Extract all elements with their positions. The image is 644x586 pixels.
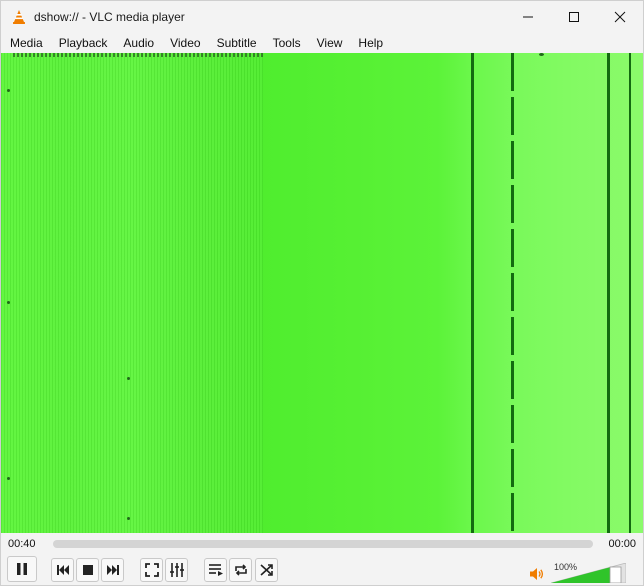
volume-slider[interactable] [551, 563, 626, 583]
video-artifact-speck [127, 517, 130, 520]
extended-settings-button[interactable] [165, 558, 188, 582]
video-artifact-line [629, 53, 631, 533]
menu-tools[interactable]: Tools [272, 35, 301, 50]
maximize-icon [569, 11, 579, 22]
video-artifact-speck [539, 53, 544, 56]
menu-audio[interactable]: Audio [123, 35, 155, 50]
menu-subtitle[interactable]: Subtitle [216, 35, 257, 50]
video-artifact-line [607, 53, 610, 533]
window-title: dshow:// - VLC media player [34, 9, 185, 24]
shuffle-button[interactable] [255, 558, 278, 582]
minimize-icon [523, 16, 533, 17]
close-button[interactable] [597, 1, 643, 32]
loop-button[interactable] [229, 558, 252, 582]
seek-slider[interactable] [53, 540, 593, 548]
volume-level [551, 567, 611, 583]
video-artifact-line [471, 53, 474, 533]
shuffle-icon [259, 564, 273, 576]
stop-icon [82, 565, 93, 575]
fullscreen-icon [144, 563, 159, 577]
video-artifact-speck [127, 377, 130, 380]
video-texture [1, 53, 263, 533]
fullscreen-button[interactable] [140, 558, 163, 582]
video-artifact-speck [7, 477, 10, 480]
volume-handle[interactable] [609, 566, 622, 583]
pause-icon [17, 563, 27, 575]
menu-bar: Media Playback Audio Video Subtitle Tool… [1, 32, 643, 53]
video-output[interactable] [1, 53, 643, 533]
skip-forward-icon [106, 565, 119, 575]
seek-row: 00:40 00:00 [1, 533, 643, 555]
window-controls [505, 1, 643, 32]
skip-back-icon [56, 565, 69, 575]
maximize-button[interactable] [551, 1, 597, 32]
playlist-icon [208, 564, 223, 576]
title-bar: dshow:// - VLC media player [1, 1, 643, 32]
elapsed-time: 00:40 [8, 538, 36, 550]
equalizer-icon [169, 563, 184, 577]
stop-button[interactable] [76, 558, 99, 582]
menu-help[interactable]: Help [358, 35, 384, 50]
minimize-button[interactable] [505, 1, 551, 32]
video-artifact-speck [7, 301, 10, 304]
previous-button[interactable] [51, 558, 74, 582]
video-artifact-line [511, 53, 514, 533]
menu-media[interactable]: Media [10, 35, 43, 50]
control-bar [1, 555, 643, 585]
pause-button[interactable] [7, 556, 37, 582]
next-button[interactable] [101, 558, 124, 582]
menu-playback[interactable]: Playback [58, 35, 108, 50]
total-time: 00:00 [608, 538, 636, 550]
close-icon [614, 11, 626, 22]
playlist-button[interactable] [204, 558, 227, 582]
volume-percent: 100% [554, 562, 578, 572]
video-artifact-row [13, 53, 263, 57]
menu-view[interactable]: View [316, 35, 343, 50]
loop-icon [234, 564, 247, 576]
vlc-cone-icon [13, 9, 25, 24]
speaker-icon[interactable] [529, 567, 545, 581]
menu-video[interactable]: Video [170, 35, 201, 50]
video-artifact-speck [7, 89, 10, 92]
